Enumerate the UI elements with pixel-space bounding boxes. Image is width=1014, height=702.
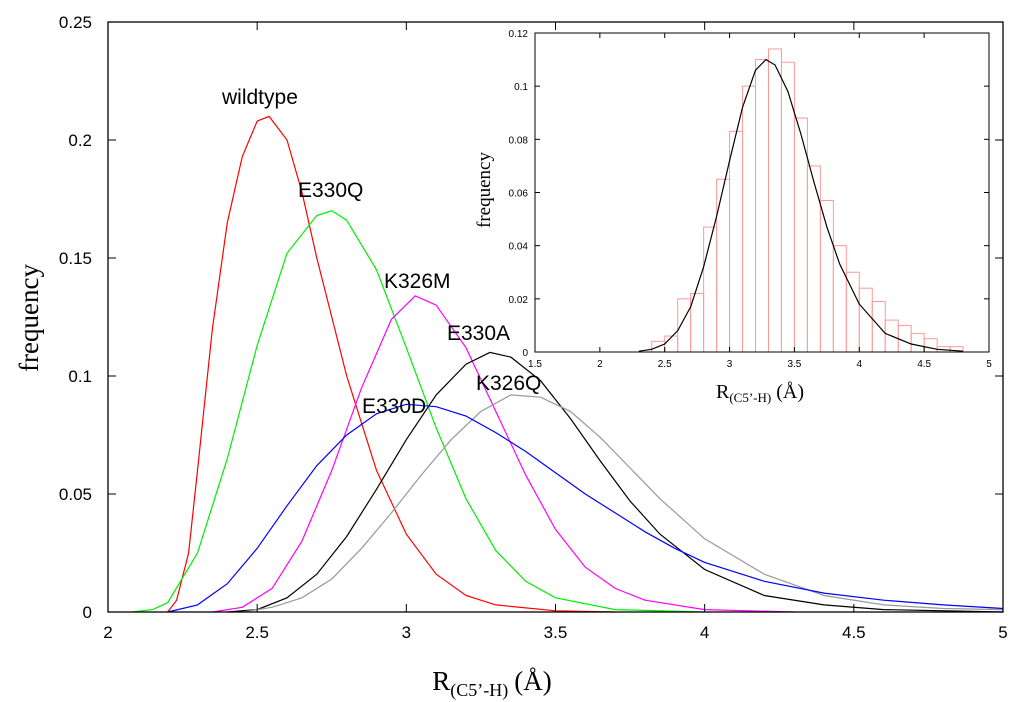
inset-y-tick-label: 0.04 (509, 242, 529, 253)
inset-y-tick-label: 0.12 (509, 29, 529, 40)
fit-curve (638, 58, 964, 352)
series-label-e330a: E330A (447, 322, 510, 345)
x-axis-title-sub: (C5’-H) (450, 680, 508, 701)
inset-y-tick-label: 0.02 (509, 295, 529, 306)
inset-y-tick-label: 0.1 (514, 82, 528, 93)
inset-x-tick-label: 3 (727, 359, 733, 370)
y-tick-label: 0 (83, 603, 92, 622)
y-tick-label: 0.2 (68, 131, 92, 150)
y-tick-label: 0.05 (59, 485, 92, 504)
series-line-wildtype (167, 115, 616, 613)
series-line-k326q (242, 394, 1004, 613)
inset-x-tick-label: 2.5 (658, 359, 672, 370)
series-line-e330q (131, 210, 705, 613)
y-tick-label: 0.15 (59, 249, 92, 268)
y-tick-label: 0.1 (68, 367, 92, 386)
inset-x-axis-title: R(C5’-H) (Å) (716, 381, 804, 405)
inset-x-tick-label: 1.5 (528, 359, 542, 370)
inset-x-tick-label: 4 (857, 359, 863, 370)
main-plot: 2 2.5 3 3.5 4 4.5 500.050.10.150.20.25wildtype… (14, 13, 1008, 701)
series-label-k326m: K326M (384, 270, 451, 293)
inset-background (535, 33, 989, 352)
inset-x-axis-title-sub: (C5’-H) (729, 390, 771, 405)
series-line-e330d (167, 403, 1004, 613)
inset-x-tick-label: 5 (986, 359, 992, 370)
inset-y-axis-title: frequency (474, 152, 495, 228)
x-tick-label: 3.5 (544, 623, 568, 642)
inset-x-tick-label: 3.5 (787, 359, 801, 370)
inset-y-tick-label: 0.06 (509, 189, 529, 200)
y-tick-label: 0.25 (59, 13, 92, 32)
x-axis-title-unit: (Å) (514, 666, 551, 696)
x-tick-label: 4.5 (842, 623, 866, 642)
series-label-k326q: K326Q (476, 372, 541, 395)
x-tick-label: 4 (700, 623, 709, 642)
inset-x-tick-label: 2 (597, 359, 603, 370)
x-tick-label: 2 (103, 623, 112, 642)
inset-x-axis-title-unit: (Å) (776, 381, 804, 403)
inset-y-tick-label: 0 (522, 348, 528, 359)
inset-y-tick-label: 0.08 (509, 135, 529, 146)
series-label-e330d: E330D (362, 395, 426, 418)
x-axis-title: R(C5’-H) (Å) (432, 666, 551, 701)
inset-x-axis-title-main: R (716, 381, 730, 403)
series-label-wildtype: wildtype (221, 86, 298, 109)
y-axis-title: frequency (14, 264, 44, 372)
x-tick-label: 3 (402, 623, 411, 642)
inset-x-tick-label: 4.5 (917, 359, 931, 370)
x-tick-label: 2.5 (245, 623, 269, 642)
x-axis-title-main: R (432, 666, 450, 696)
inset-plot: 1.5 2 2.5 3 3.5 4 4.5 5 0 0.02 0.04 0.06 0.08 0.1 0.12… (474, 29, 992, 405)
series-line-e330a (227, 351, 1004, 613)
x-tick-label: 5 (998, 623, 1007, 642)
series-line-k326m (212, 295, 795, 613)
series-label-e330q: E330Q (298, 179, 363, 202)
